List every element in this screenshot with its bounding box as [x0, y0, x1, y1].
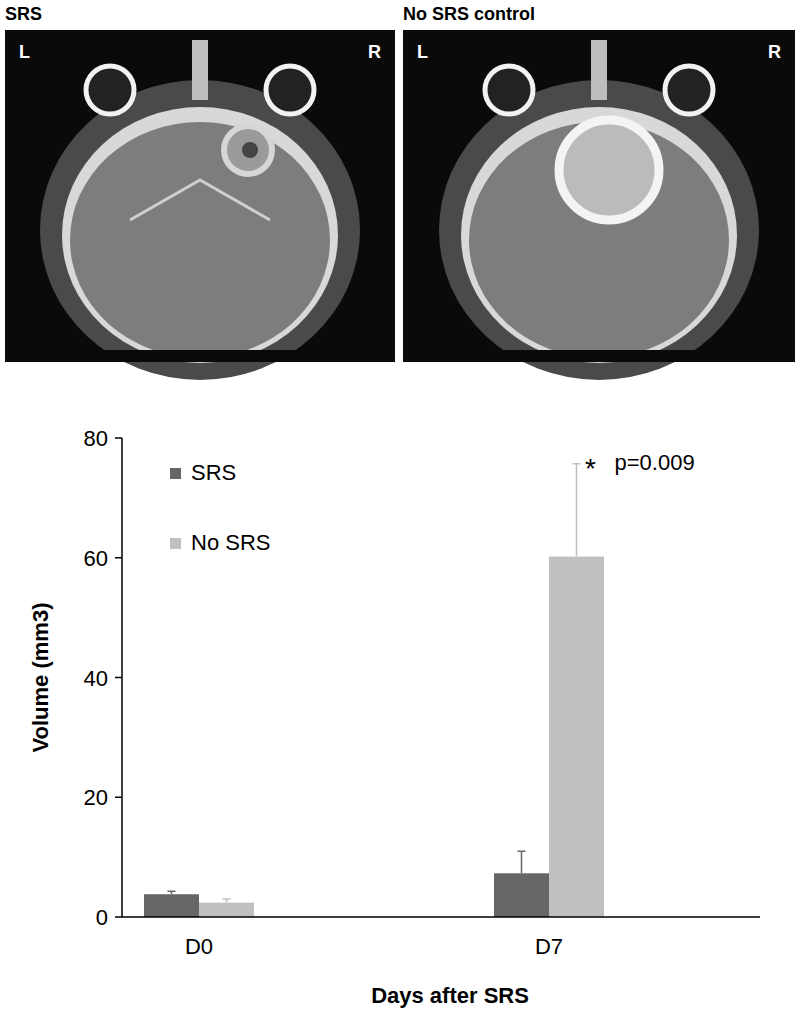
mri-crop: [5, 350, 395, 362]
x-axis-title: Days after SRS: [371, 983, 529, 1008]
head: [40, 80, 360, 380]
orientation-label: L: [19, 42, 30, 62]
y-tick-label: 60: [84, 546, 108, 571]
skull-rim: [461, 107, 737, 363]
bars: [144, 464, 604, 917]
mri-panel: [403, 30, 795, 380]
eye: [266, 66, 314, 114]
y-tick-label: 80: [84, 426, 108, 451]
panel-title: No SRS control: [403, 4, 535, 24]
error-bar: [223, 899, 231, 903]
x-tick-label: D7: [535, 934, 563, 959]
bar: [494, 873, 549, 917]
orientation-label: R: [368, 42, 381, 62]
tumour: [559, 120, 659, 220]
bar: [199, 903, 254, 917]
head: [439, 80, 759, 380]
y-tick: [115, 677, 122, 679]
legend-label: SRS: [191, 460, 236, 485]
y-tick-label: 20: [84, 785, 108, 810]
error-bar: [573, 464, 581, 557]
legend-swatch: [170, 468, 181, 479]
eye: [86, 66, 134, 114]
nose: [591, 40, 607, 100]
y-tick-label: 0: [96, 905, 108, 930]
mri-panel: [5, 30, 395, 380]
y-axis-title: Volume (mm3): [28, 603, 53, 753]
brain: [70, 122, 330, 358]
nose: [192, 40, 208, 100]
panel-title: SRS: [5, 4, 42, 24]
bar: [549, 557, 604, 917]
tumour: [224, 126, 272, 174]
bar: [144, 894, 199, 917]
annotation: *: [585, 453, 596, 484]
y-tick: [115, 916, 122, 918]
figure: SRS L R No SRS control L R 0 20 40 60 80 D0 D7Days a…: [0, 0, 800, 1018]
mri-crop: [403, 350, 795, 362]
legend-swatch: [170, 538, 181, 549]
error-bar: [168, 891, 176, 894]
error-bar: [518, 851, 526, 873]
orientation-label: R: [768, 42, 781, 62]
x-tick-label: D0: [185, 934, 213, 959]
y-tick-label: 40: [84, 666, 108, 691]
skull-rim: [62, 107, 338, 363]
y-tick: [115, 437, 122, 439]
tumour-core: [242, 142, 258, 158]
orientation-label: L: [417, 42, 428, 62]
annotation: p=0.009: [615, 450, 695, 475]
x-axis: [122, 916, 760, 918]
y-tick: [115, 557, 122, 559]
y-tick: [115, 797, 122, 799]
y-axis: [121, 438, 123, 917]
ventricles: [130, 180, 270, 220]
eye: [665, 66, 713, 114]
eye: [485, 66, 533, 114]
legend-label: No SRS: [191, 530, 270, 555]
